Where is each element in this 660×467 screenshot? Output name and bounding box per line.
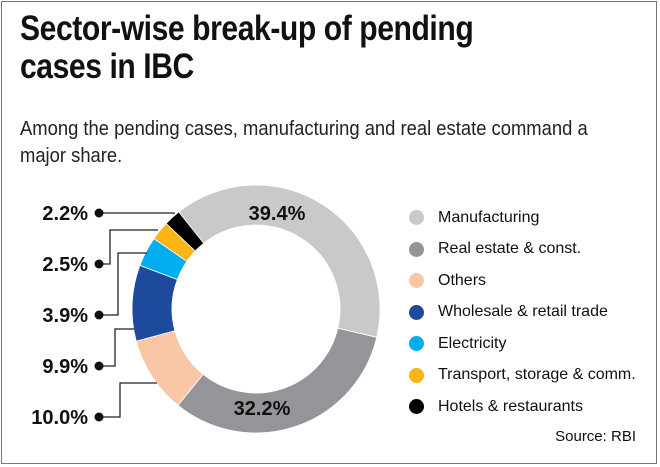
source-note: Source: RBI xyxy=(555,428,636,445)
slice-label-2: 10.0% xyxy=(31,407,88,429)
slice-label-1: 32.2% xyxy=(234,398,291,420)
leader-dot-6 xyxy=(94,208,104,218)
legend-label: Transport, storage & comm. xyxy=(438,366,636,384)
legend-swatch xyxy=(409,241,424,257)
slice-label-3: 9.9% xyxy=(42,356,88,378)
slice-label-4: 3.9% xyxy=(42,305,88,327)
leader-dot-2 xyxy=(94,412,104,422)
leader-line-4 xyxy=(100,252,147,316)
chart-title: Sector-wise break-up of pending cases in… xyxy=(20,10,622,86)
legend: Manufacturing Real estate & const. Others W… xyxy=(409,202,636,423)
donut-slice-1 xyxy=(177,327,378,434)
legend-swatch xyxy=(409,336,424,352)
legend-item: Manufacturing xyxy=(409,202,636,234)
title-line-1: Sector-wise break-up of pending xyxy=(20,9,474,48)
legend-swatch xyxy=(409,273,424,289)
legend-swatch xyxy=(409,304,424,320)
legend-item: Wholesale & retail trade xyxy=(409,297,636,329)
legend-swatch xyxy=(409,210,424,226)
title-line-2: cases in IBC xyxy=(20,47,194,86)
legend-item: Transport, storage & comm. xyxy=(409,360,636,392)
donut-slice-6 xyxy=(165,211,205,252)
legend-item: Hotels & restaurants xyxy=(409,391,636,423)
leader-dot-4 xyxy=(94,310,104,320)
legend-item: Others xyxy=(409,265,636,297)
legend-label: Hotels & restaurants xyxy=(438,397,583,415)
leader-dot-3 xyxy=(94,361,104,371)
legend-item: Electricity xyxy=(409,328,636,360)
legend-label: Manufacturing xyxy=(438,208,540,226)
leader-line-2 xyxy=(100,382,157,418)
slice-label-5: 2.5% xyxy=(42,254,88,276)
legend-item: Real estate & const. xyxy=(409,234,636,266)
leader-line-6 xyxy=(100,212,175,214)
legend-label: Real estate & const. xyxy=(438,240,582,258)
legend-label: Others xyxy=(438,271,487,289)
slice-label-6: 2.2% xyxy=(42,203,88,225)
leader-line-5 xyxy=(100,229,158,265)
chart-subtitle: Among the pending cases, manufacturing a… xyxy=(20,118,588,167)
legend-label: Electricity xyxy=(438,334,507,352)
legend-swatch xyxy=(409,367,424,383)
leader-dot-5 xyxy=(94,259,104,269)
legend-label: Wholesale & retail trade xyxy=(438,303,608,321)
slice-label-0: 39.4% xyxy=(249,203,306,225)
leader-line-3 xyxy=(100,328,134,367)
donut-slice-0 xyxy=(178,184,381,338)
legend-swatch xyxy=(409,399,424,415)
